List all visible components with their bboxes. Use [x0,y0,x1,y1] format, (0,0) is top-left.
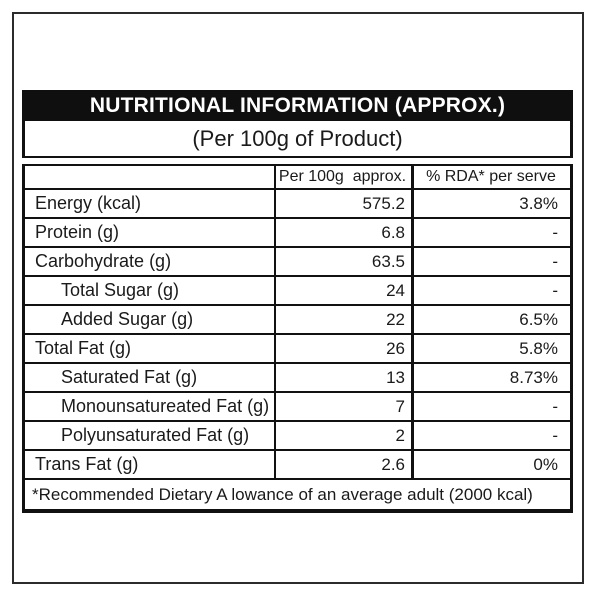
image-border: NUTRITIONAL INFORMATION (APPROX.) (Per 1… [12,12,584,584]
row-label: Added Sugar (g) [25,306,276,333]
row-label: Monounsatureated Fat (g) [25,393,276,420]
row-per-100g-value: 2 [276,422,414,449]
footnote-row: *Recommended Dietary A lowance of an ave… [25,480,570,509]
row-rda-value: 3.8% [519,193,558,213]
row-label: Total Sugar (g) [25,277,276,304]
row-label: Saturated Fat (g) [25,364,276,391]
table-row-trans-fat: Trans Fat (g) 2.6 0% [25,451,570,480]
row-per-100g-value: 6.8 [276,219,414,246]
title-text: NUTRITIONAL INFORMATION (APPROX.) [89,93,506,117]
row-rda-value: 6.5% [519,309,558,329]
table-gap [22,158,573,164]
table-row-protein: Protein (g) 6.8 - [25,219,570,248]
table-row-polyunsaturated-fat: Polyunsaturated Fat (g) 2 - [25,422,570,451]
table-row-total-sugar: Total Sugar (g) 24 - [25,277,570,306]
table-row-monounsaturated-fat: Monounsatureated Fat (g) 7 - [25,393,570,422]
table-row-saturated-fat: Saturated Fat (g) 13 8.73% [25,364,570,393]
row-rda-value: 0% [533,454,558,474]
row-label: Trans Fat (g) [25,451,276,478]
row-label: Carbohydrate (g) [25,248,276,275]
row-rda-value: - [552,425,558,445]
nutrition-label: NUTRITIONAL INFORMATION (APPROX.) (Per 1… [22,90,573,513]
row-per-100g-value: 63.5 [276,248,414,275]
row-rda-value: - [552,280,558,300]
row-per-100g-value: 26 [276,335,414,362]
footnote-text: *Recommended Dietary A lowance of an ave… [32,484,533,504]
column-header-empty [25,166,276,188]
table-row-carbohydrate: Carbohydrate (g) 63.5 - [25,248,570,277]
row-label: Total Fat (g) [25,335,276,362]
row-per-100g-value: 575.2 [276,190,414,217]
title-bar: NUTRITIONAL INFORMATION (APPROX.) [22,90,573,121]
table-row-energy: Energy (kcal) 575.2 3.8% [25,190,570,219]
row-rda-value: - [552,251,558,271]
column-header-row: Per 100g approx. % RDA* per serve [25,166,570,190]
column-header-per-100g: Per 100g approx. [276,166,414,188]
row-per-100g-value: 13 [276,364,414,391]
subheader-row: (Per 100g of Product) [22,121,573,158]
row-rda-value: 5.8% [519,338,558,358]
row-per-100g-value: 2.6 [276,451,414,478]
subheader-text: (Per 100g of Product) [192,125,403,151]
row-per-100g-value: 7 [276,393,414,420]
nutrition-table: Per 100g approx. % RDA* per serve Energy… [22,164,573,513]
row-per-100g-value: 22 [276,306,414,333]
row-rda-value: 8.73% [509,367,558,387]
row-label: Protein (g) [25,219,276,246]
row-rda-value: - [552,396,558,416]
table-row-total-fat: Total Fat (g) 26 5.8% [25,335,570,364]
column-header-rda: % RDA* per serve [426,168,556,185]
row-per-100g-value: 24 [276,277,414,304]
table-row-added-sugar: Added Sugar (g) 22 6.5% [25,306,570,335]
row-label: Energy (kcal) [25,190,276,217]
row-rda-value: - [552,222,558,242]
row-label: Polyunsaturated Fat (g) [25,422,276,449]
